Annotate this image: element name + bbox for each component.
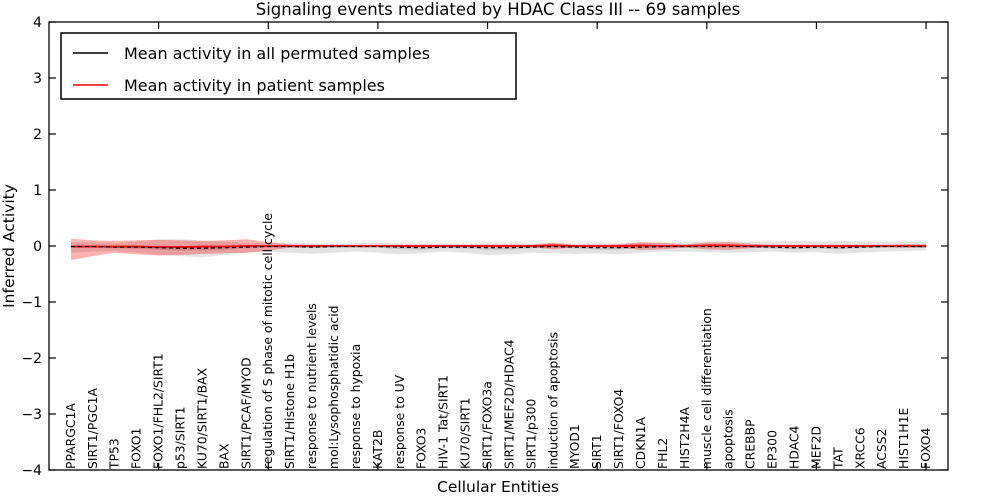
x-category-label: SIRT1/PGC1A: [85, 388, 100, 469]
x-category-label: PPARGC1A: [63, 403, 78, 469]
x-category-label: HIV-1 Tat/SIRT1: [436, 375, 451, 469]
x-category-label: SIRT1/Histone H1b: [282, 354, 297, 469]
x-category-label: TAT: [830, 447, 845, 470]
x-category-label: KAT2B: [370, 430, 385, 469]
y-tick-label: −3: [21, 407, 42, 423]
x-category-label: KU70/SIRT1: [458, 398, 473, 469]
y-tick-label: −2: [21, 351, 42, 367]
x-category-label: CREBBP: [743, 419, 758, 469]
x-category-label: apoptosis: [721, 409, 736, 469]
x-category-label: ACSS2: [874, 428, 889, 469]
x-category-label: SIRT1/p300: [523, 399, 538, 469]
x-category-label: HDAC4: [786, 425, 801, 469]
y-axis-ticks: [49, 21, 948, 471]
bands: [70, 238, 927, 260]
x-category-label: SIRT1/MEF2D/HDAC4: [501, 339, 516, 469]
x-category-label: FHL2: [655, 438, 670, 469]
x-category-labels: PPARGC1A SIRT1/PGC1A TP53 FOXO1 FOXO1/FHL2/S…: [63, 213, 933, 470]
y-tick-label: 3: [33, 71, 42, 87]
x-category-label: response to UV: [392, 374, 407, 469]
x-category-label: regulation of S phase of mitotic cell cy…: [260, 213, 275, 469]
x-category-label: SIRT1/PCAF/MYOD: [238, 357, 253, 469]
legend: Mean activity in all permuted samples Me…: [60, 32, 517, 100]
x-category-label: response to nutrient levels: [304, 303, 319, 469]
x-category-label: HIST2H4A: [677, 407, 692, 469]
x-category-label: FOXO3: [414, 428, 429, 469]
chart-title: Signaling events mediated by HDAC Class …: [256, 0, 741, 19]
x-category-label: BAX: [216, 443, 231, 469]
x-category-label: response to hypoxia: [348, 344, 363, 469]
y-tick-label: 0: [33, 239, 42, 255]
x-category-label: SIRT1/FOXO4: [611, 389, 626, 469]
x-category-label: SIRT1/FOXO3a: [480, 381, 495, 469]
x-category-label: p53/SIRT1: [173, 407, 188, 470]
y-axis-label: Inferred Activity: [0, 184, 18, 308]
x-category-label: FOXO4: [918, 427, 933, 469]
x-category-label: XRCC6: [852, 427, 867, 469]
legend-label-permuted-samples: Mean activity in all permuted samples: [124, 44, 430, 63]
series-line-patient-samples: [70, 244, 927, 249]
patient-samples-band: [70, 238, 927, 260]
y-tick-label: 4: [33, 15, 42, 31]
x-axis-label: Cellular Entities: [437, 478, 559, 496]
x-axis-ticks: [158, 22, 927, 470]
x-category-label: FOXO1/FHL2/SIRT1: [151, 353, 166, 469]
x-category-label: SIRT1: [589, 434, 604, 469]
y-tick-label: 2: [33, 127, 42, 143]
legend-box: [60, 32, 517, 100]
x-category-label: mol:Lysophosphatidic acid: [326, 305, 341, 469]
x-category-label: HIST1H1E: [896, 408, 911, 469]
y-tick-label: −4: [21, 463, 42, 479]
x-category-label: MYOD1: [567, 424, 582, 469]
series-line-permuted-samples: [70, 245, 927, 249]
x-category-label: KU70/SIRT1/BAX: [194, 367, 209, 469]
x-category-label: muscle cell differentiation: [699, 308, 714, 469]
x-category-label: EP300: [765, 430, 780, 469]
y-tick-label: 1: [33, 183, 42, 199]
series-lines: [70, 244, 927, 249]
x-category-label: MEF2D: [808, 426, 823, 469]
x-category-label: induction of apoptosis: [545, 332, 560, 469]
x-category-label: FOXO1: [129, 428, 144, 469]
x-category-label: TP53: [107, 438, 122, 470]
x-category-label: CDKN1A: [633, 417, 648, 469]
y-tick-label: −1: [21, 295, 42, 311]
y-tick-labels: 4 3 2 1 0 −1 −2 −3 −4: [21, 15, 42, 479]
legend-label-patient-samples: Mean activity in patient samples: [124, 76, 385, 95]
